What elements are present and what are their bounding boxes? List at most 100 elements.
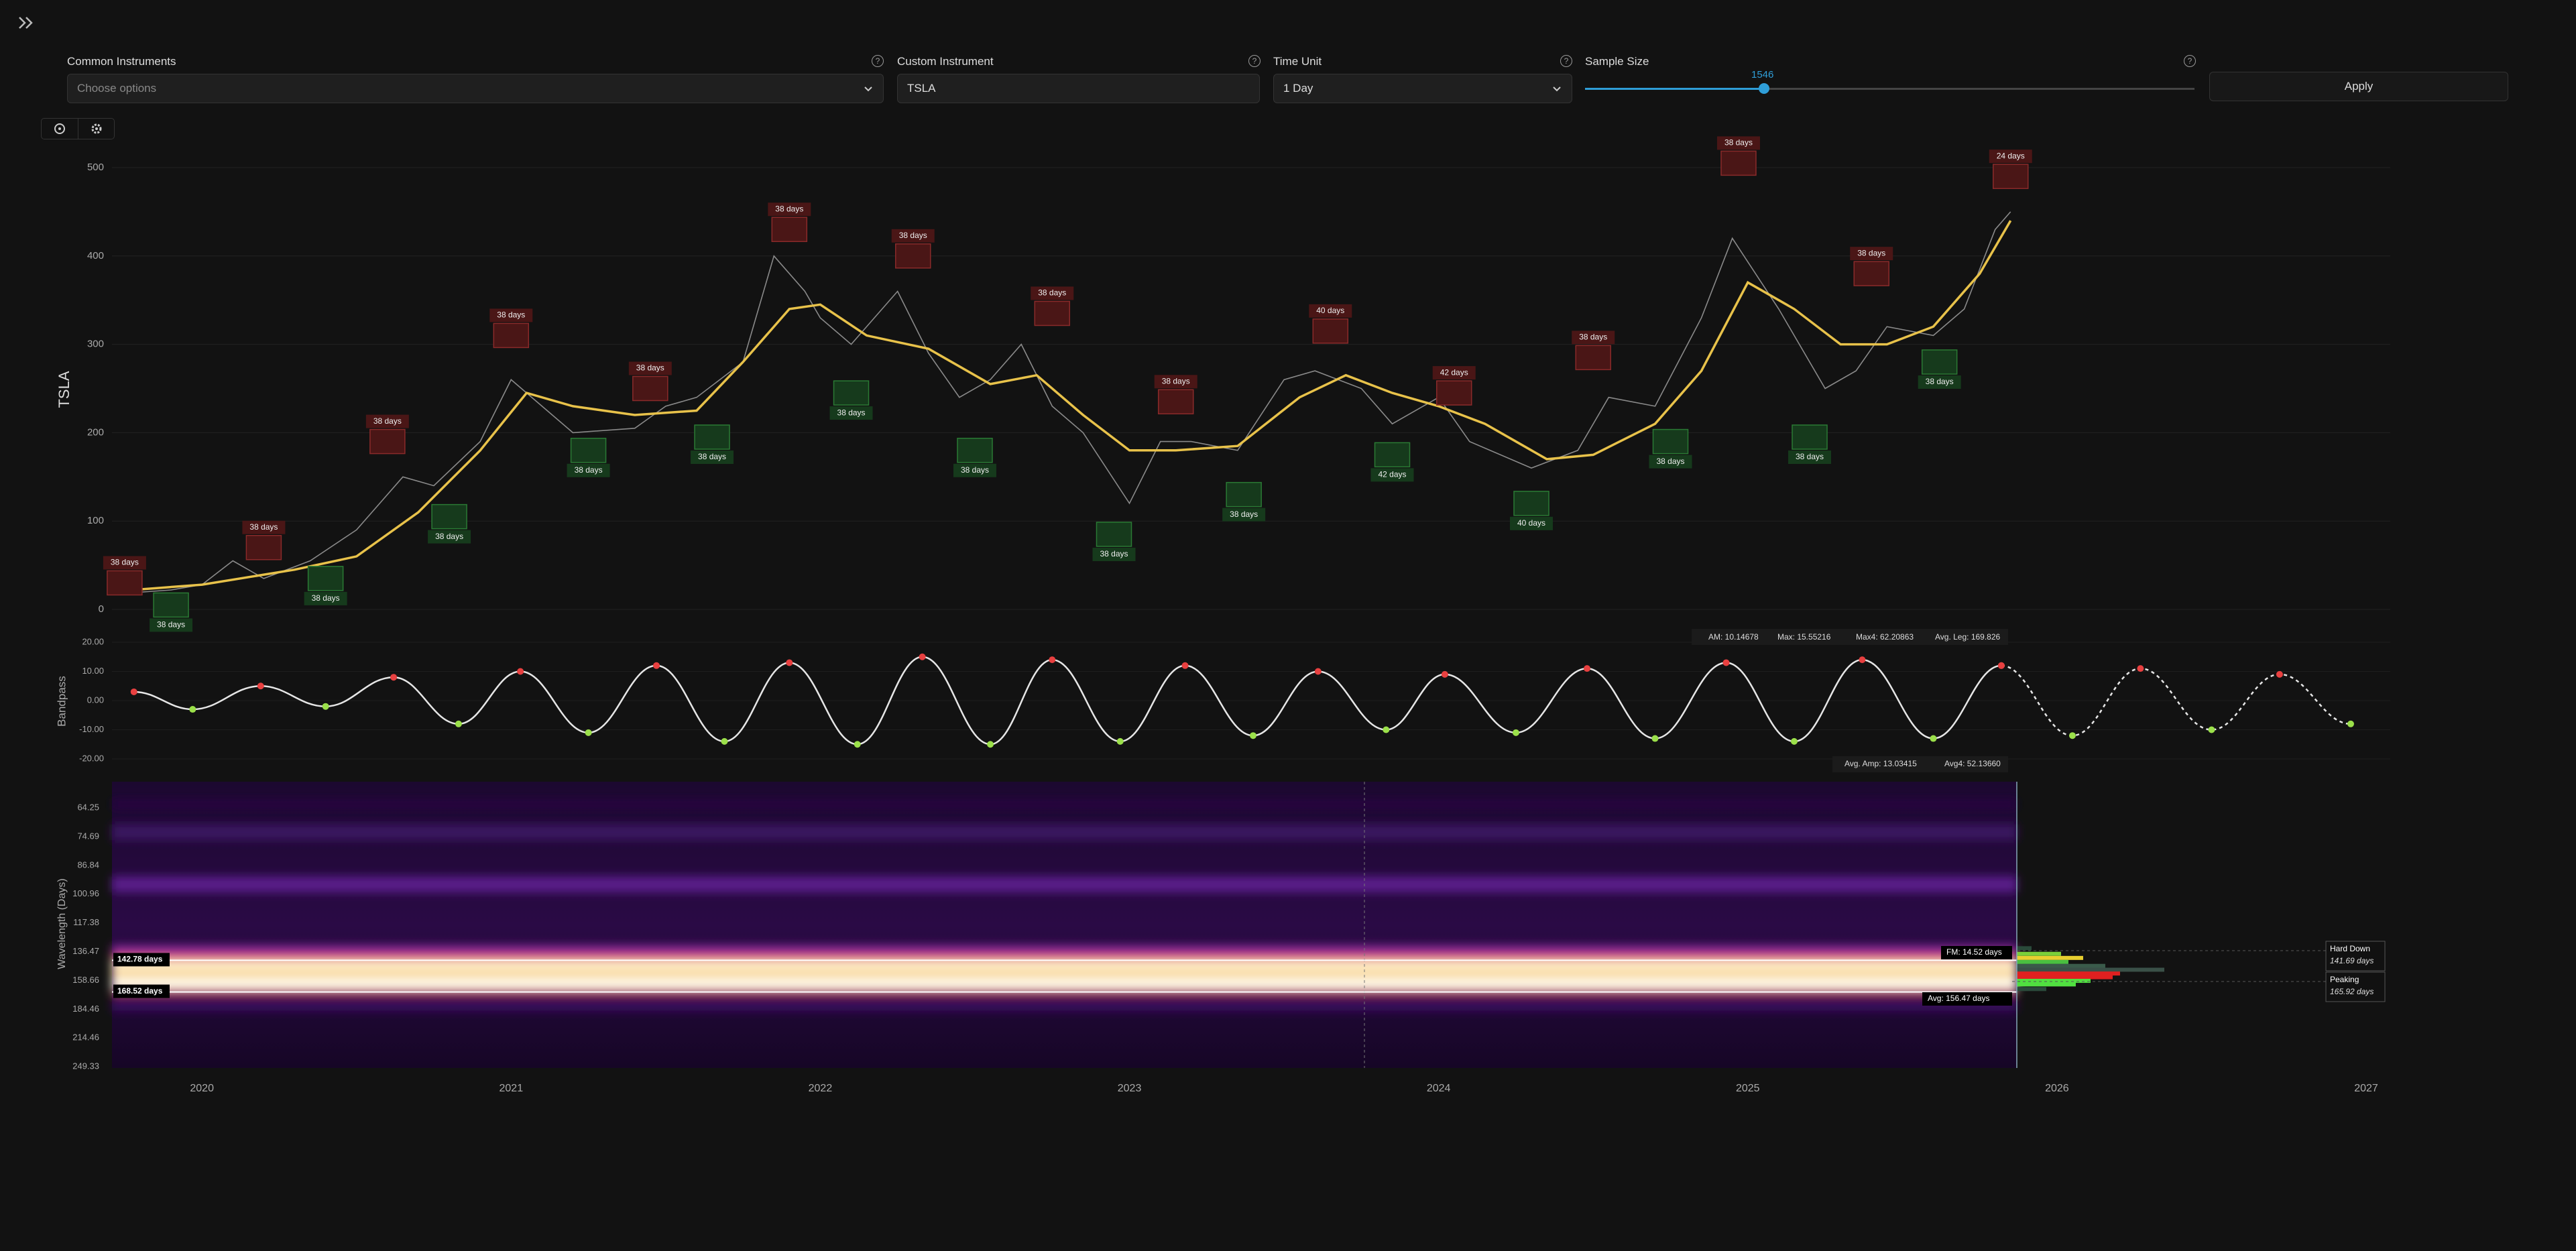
help-icon[interactable]: ? [1560, 55, 1572, 67]
expand-icon[interactable] [17, 15, 35, 31]
trough-dot [1116, 737, 1124, 745]
peak-box [1034, 300, 1071, 326]
y-tick-label: 0.00 [87, 695, 104, 705]
trough-box [957, 438, 993, 463]
trough-box [1921, 349, 1958, 375]
peak-box [1853, 261, 1889, 286]
trough-box [153, 592, 189, 618]
label: Time Unit [1273, 55, 1322, 68]
legend-bg [1832, 756, 2008, 772]
trough-box [1096, 522, 1132, 547]
cycle-label: 24 days [1997, 151, 2025, 160]
peak-box [895, 243, 931, 269]
marker-label: 168.52 days [117, 986, 163, 996]
cycle-label-bg [628, 361, 672, 375]
cycle-label-bg [1309, 304, 1352, 318]
trough-dot [2208, 726, 2215, 733]
trough-dot [1383, 726, 1390, 733]
trough-box [1226, 481, 1262, 508]
state-period: 141.69 days [2330, 956, 2374, 965]
y-tick-label: 300 [87, 339, 104, 350]
peak-dot [1441, 670, 1448, 678]
y-tick-label: 117.38 [73, 917, 99, 927]
trough-dot [585, 729, 592, 736]
apply-button[interactable]: Apply [2209, 72, 2508, 101]
marker-label: 142.78 days [117, 955, 163, 964]
select[interactable]: 1 Day [1273, 74, 1572, 103]
trough-dot [987, 741, 994, 748]
cycle-label: 40 days [1316, 306, 1344, 315]
trough-dot [721, 737, 728, 745]
cycle-label-bg [829, 406, 873, 420]
text-input[interactable]: TSLA [897, 74, 1260, 103]
band [112, 945, 2017, 954]
input-value: TSLA [907, 82, 936, 95]
slider-handle[interactable] [1759, 83, 1769, 94]
band [112, 876, 2017, 893]
x-tick-label: 2021 [500, 1083, 524, 1094]
x-tick-label: 2020 [190, 1083, 214, 1094]
peak-dot [919, 653, 926, 660]
cycle-label-bg [768, 202, 811, 217]
y-tick-label: 214.46 [72, 1032, 99, 1042]
peak-dot [786, 659, 793, 666]
help-icon[interactable]: ? [872, 55, 884, 67]
y-tick-label: 0 [99, 603, 104, 615]
peak-dot [1181, 662, 1189, 669]
peak-dot [390, 674, 398, 681]
button-label: Apply [2344, 80, 2374, 93]
reset-button[interactable] [42, 119, 78, 139]
histogram-bar [2016, 967, 2164, 972]
cycle-label-bg [1989, 150, 2032, 164]
cycle-label: 38 days [636, 363, 664, 373]
cycle-label: 38 days [497, 310, 525, 320]
x-tick-label: 2027 [2354, 1083, 2378, 1094]
peak-box [369, 428, 406, 455]
trough-dot [2068, 732, 2076, 739]
peak-box [1436, 380, 1472, 406]
cycle-label: 38 days [1230, 510, 1258, 519]
cycle-label: 38 days [1857, 248, 1885, 257]
cycle-label-bg [891, 229, 935, 243]
slider-track[interactable] [1585, 88, 2194, 90]
series-line [109, 211, 2011, 595]
x-tick-label: 2025 [1736, 1083, 1760, 1094]
cycle-label-bg [1222, 508, 1266, 522]
peak-box [1992, 164, 2029, 189]
cycle-label: 38 days [1038, 288, 1066, 298]
trough-box [570, 438, 607, 463]
peak-dot [1049, 656, 1056, 664]
band [112, 969, 2017, 977]
cycle-label-bg [1788, 450, 1832, 464]
select-value: 1 Day [1283, 82, 1313, 95]
legend-bg [1692, 629, 2008, 645]
help-icon[interactable]: ? [1248, 55, 1261, 67]
cycle-label-bg [567, 463, 610, 477]
help-icon[interactable]: ? [2184, 55, 2196, 67]
peak-dot [130, 688, 137, 695]
settings-button[interactable] [78, 119, 115, 139]
cycle-label: 38 days [575, 465, 603, 475]
select[interactable]: Choose options [67, 74, 884, 103]
cycle-label: 38 days [899, 231, 927, 240]
label: Sample Size [1585, 55, 1649, 68]
state-label: Hard Down [2330, 944, 2370, 953]
cycle-label-bg [1572, 331, 1615, 345]
trough-dot [854, 741, 861, 748]
toolbar [41, 118, 115, 139]
cycle-label: 38 days [1724, 138, 1753, 147]
cycle-label: 38 days [157, 620, 185, 630]
cycle-label: 38 days [961, 465, 989, 475]
y-tick-label: 136.47 [72, 946, 99, 956]
y-tick-label: 86.84 [77, 859, 99, 870]
cycle-label-bg [1918, 375, 1961, 389]
y-tick-label: 10.00 [82, 666, 104, 676]
peak-box [1720, 150, 1757, 176]
peak-box [245, 534, 282, 560]
histogram-bar [2016, 975, 2113, 979]
cycle-label: 38 days [1100, 549, 1128, 558]
cycle-label: 38 days [249, 522, 278, 532]
histogram-bar [2016, 946, 2032, 951]
band [112, 824, 2017, 840]
peak-dot [2137, 665, 2144, 672]
